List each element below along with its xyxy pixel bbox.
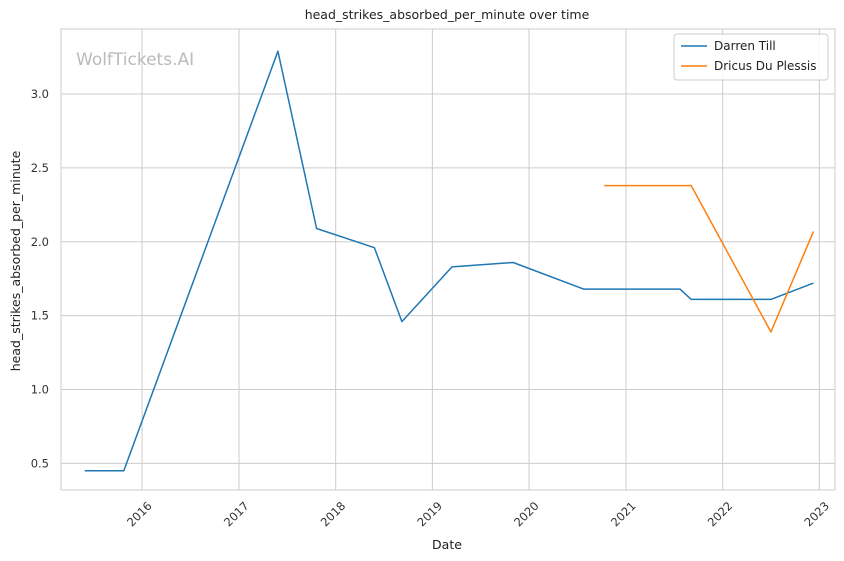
plot-frame xyxy=(60,28,836,491)
y-tick-labels: 0.5 1.0 1.5 2.0 2.5 3.0 xyxy=(31,87,49,470)
x-axis-label: Date xyxy=(432,537,462,552)
series-line-dricus-du-plessis xyxy=(604,184,815,333)
y-tick-label: 1.5 xyxy=(31,309,49,323)
x-tick-label: 2020 xyxy=(511,499,542,530)
legend-label: Dricus Du Plessis xyxy=(714,59,816,73)
series-line-darren-till xyxy=(84,50,814,472)
y-tick-label: 1.0 xyxy=(31,383,49,397)
legend-box xyxy=(673,33,829,81)
x-tick-label: 2021 xyxy=(608,499,639,530)
y-axis-label: head_strikes_absorbed_per_minute xyxy=(8,150,23,371)
grid-lines xyxy=(61,29,835,490)
y-tick-label: 3.0 xyxy=(31,87,49,101)
legend: Darren Till Dricus Du Plessis xyxy=(673,33,829,81)
x-tick-label: 2017 xyxy=(221,499,252,530)
y-tick-label: 0.5 xyxy=(31,456,49,470)
y-tick-label: 2.0 xyxy=(31,235,49,249)
x-tick-label: 2019 xyxy=(414,499,445,530)
watermark: WolfTickets.AI xyxy=(76,50,194,70)
x-tick-label: 2022 xyxy=(705,499,736,530)
x-tick-label: 2018 xyxy=(318,499,349,530)
x-tick-label: 2023 xyxy=(801,499,832,530)
legend-label: Darren Till xyxy=(714,39,776,53)
y-tick-label: 2.5 xyxy=(31,161,49,175)
x-tick-labels: 2016 2017 2018 2019 2020 2021 2022 2023 xyxy=(124,499,832,530)
chart-title: head_strikes_absorbed_per_minute over ti… xyxy=(305,7,590,22)
x-tick-label: 2016 xyxy=(124,499,155,530)
series-lines xyxy=(84,50,815,472)
